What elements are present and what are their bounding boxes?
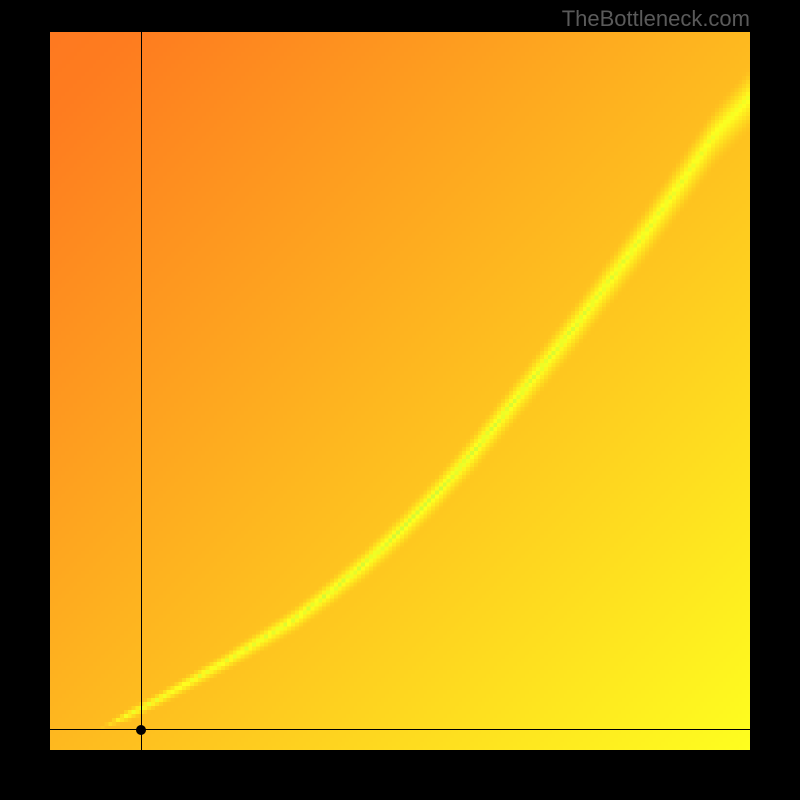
heatmap-canvas [50, 32, 750, 750]
crosshair-vertical [141, 32, 142, 750]
crosshair-horizontal [50, 729, 750, 730]
crosshair-marker [136, 725, 146, 735]
plot-area [50, 32, 750, 750]
watermark-text: TheBottleneck.com [562, 6, 750, 32]
